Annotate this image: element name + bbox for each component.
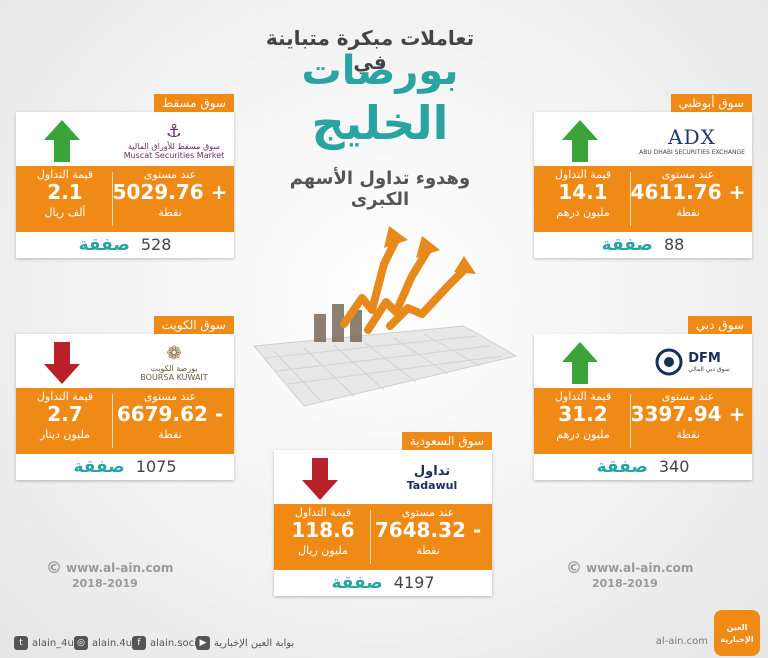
boursa-kuwait-logo: ❁ بورصة الكويت BOURSA KUWAIT	[140, 342, 208, 382]
value-label: قيمة التداول	[36, 168, 94, 181]
deals-count: 1075	[135, 457, 177, 476]
watermark-right: © www.al-ain.com 2018-2019	[566, 558, 694, 590]
level-label: عند مستوى	[401, 506, 455, 519]
panel-divider	[370, 510, 371, 564]
index-level: 5029.76 +	[112, 180, 228, 204]
market-name-tag: سوق أبوظبي	[670, 94, 752, 112]
level-label: عند مستوى	[661, 390, 715, 403]
tadawul-logo: تداول Tadawul	[406, 464, 458, 492]
copyright-icon: ©	[566, 558, 582, 577]
stats-panel: عند مستوى 4611.76 + نقطة قيمة التداول 14…	[534, 166, 752, 232]
index-level: 6679.62 -	[116, 402, 224, 426]
deals-count: 4197	[393, 573, 435, 592]
value-unit: ألف ريال	[44, 206, 86, 219]
market-card-saudi: سوق السعودية تداول Tadawul عند مستوى 764…	[274, 432, 492, 596]
arrow-up-icon	[562, 120, 598, 162]
deals-label: صفقة	[331, 573, 383, 593]
value-label: قيمة التداول	[554, 390, 612, 403]
market-name-tag: سوق مسقط	[154, 94, 234, 112]
value-label: قيمة التداول	[554, 168, 612, 181]
level-unit: نقطة	[676, 206, 700, 219]
panel-divider	[630, 172, 631, 226]
stats-panel: عند مستوى 7648.32 - نقطة قيمة التداول 11…	[274, 504, 492, 570]
deals-count-row: 1075 صفقة	[16, 454, 234, 480]
level-unit: نقطة	[676, 428, 700, 441]
trading-value: 2.7	[47, 402, 83, 426]
deals-label: صفقة	[596, 457, 648, 477]
level-unit: نقطة	[416, 544, 440, 557]
panel-divider	[112, 172, 113, 226]
arrow-up-icon	[562, 342, 598, 384]
level-label: عند مستوى	[143, 168, 197, 181]
deals-count: 340	[658, 457, 690, 476]
deals-count: 528	[140, 235, 172, 254]
instagram-icon: ◎	[74, 636, 88, 650]
market-card-kuwait: سوق الكويت ❁ بورصة الكويت BOURSA KUWAIT …	[16, 316, 234, 480]
watermark-left: © www.al-ain.com 2018-2019	[46, 558, 174, 590]
twitter-link[interactable]: t alain_4u	[14, 636, 74, 650]
value-unit: مليون دينار	[39, 428, 91, 441]
stats-panel: عند مستوى 3397.94 + نقطة قيمة التداول 31…	[534, 388, 752, 454]
deals-label: صفقة	[78, 235, 130, 255]
market-name-tag: سوق دبي	[687, 316, 752, 334]
al-ain-brand-logo: العين الإخبارية	[714, 610, 760, 656]
arrow-up-icon	[44, 120, 80, 162]
index-level: 4611.76 +	[630, 180, 746, 204]
copyright-icon: ©	[46, 558, 62, 577]
market-card-dubai: سوق دبي DFM سوق دبي المالي عند مستوى 339…	[534, 316, 752, 480]
footer-bar: t alain_4u ◎ alain.4u f alain.social ▶ ب…	[0, 610, 768, 658]
market-name-tag: سوق الكويت	[153, 316, 234, 334]
market-card-abudhabi: سوق أبوظبي ADX ABU DHABI SECURITIES EXCH…	[534, 94, 752, 258]
stats-panel: عند مستوى 5029.76 + نقطة قيمة التداول 2.…	[16, 166, 234, 232]
level-unit: نقطة	[158, 428, 182, 441]
market-card-muscat: سوق مسقط ⚓ سوق مسقط للأوراق المالية Musc…	[16, 94, 234, 258]
facebook-icon: f	[132, 636, 146, 650]
stats-panel: عند مستوى 6679.62 - نقطة قيمة التداول 2.…	[16, 388, 234, 454]
value-label: قيمة التداول	[36, 390, 94, 403]
deals-label: صفقة	[73, 457, 125, 477]
dfm-emblem-icon	[655, 348, 683, 376]
youtube-icon: ▶	[196, 636, 210, 650]
arrow-down-icon	[44, 342, 80, 384]
index-level: 3397.94 +	[630, 402, 746, 426]
headline-line1: تعاملات مبكرة متباينة في	[265, 26, 475, 74]
trading-value: 31.2	[558, 402, 608, 426]
panel-divider	[630, 394, 631, 448]
headline-line3: الخليج	[311, 96, 449, 150]
value-label: قيمة التداول	[294, 506, 352, 519]
facebook-link[interactable]: f alain.social	[132, 636, 206, 650]
deals-label: صفقة	[601, 235, 653, 255]
rising-chart-illustration	[253, 226, 518, 407]
trading-value: 118.6	[291, 518, 355, 542]
adx-logo: ADX ABU DHABI SECURITIES EXCHANGE	[639, 124, 745, 156]
level-label: عند مستوى	[143, 390, 197, 403]
value-unit: مليون درهم	[556, 428, 610, 441]
youtube-link[interactable]: ▶ بوابة العين الإخبارية	[196, 636, 294, 650]
twitter-icon: t	[14, 636, 28, 650]
deals-count: 88	[663, 235, 685, 254]
instagram-link[interactable]: ◎ alain.4u	[74, 636, 132, 650]
deals-count-row: 340 صفقة	[534, 454, 752, 480]
deals-count-row: 4197 صفقة	[274, 570, 492, 596]
trading-value: 2.1	[47, 180, 83, 204]
value-unit: مليون درهم	[556, 206, 610, 219]
muscat-securities-market-logo: ⚓ سوق مسقط للأوراق المالية Muscat Securi…	[123, 120, 225, 160]
deals-count-row: 88 صفقة	[534, 232, 752, 258]
index-level: 7648.32 -	[374, 518, 482, 542]
headline-subtitle: وهدوء تداول الأسهم الكبرى	[289, 168, 471, 210]
trading-value: 14.1	[558, 180, 608, 204]
panel-divider	[112, 394, 113, 448]
market-name-tag: سوق السعودية	[401, 432, 492, 450]
dfm-logo: DFM سوق دبي المالي	[646, 344, 738, 380]
deals-count-row: 528 صفقة	[16, 232, 234, 258]
arrow-down-icon	[302, 458, 338, 500]
level-label: عند مستوى	[661, 168, 715, 181]
headline-line2: بورصات	[301, 48, 459, 94]
level-unit: نقطة	[158, 206, 182, 219]
site-url[interactable]: al-ain.com	[655, 636, 708, 647]
value-unit: مليون ريال	[298, 544, 348, 557]
